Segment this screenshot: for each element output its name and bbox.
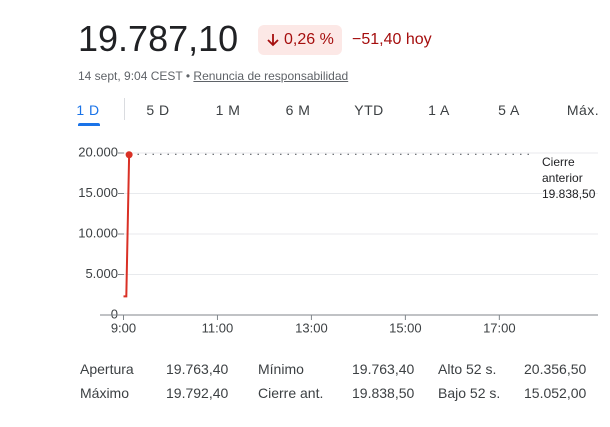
timestamp-line: 14 sept, 9:04 CEST • Renuncia de respons… (78, 69, 348, 83)
x-tick-label: 17:00 (483, 320, 516, 335)
stat-value: 15.052,00 (524, 385, 587, 401)
reference-annotation: Cierre anterior 19.838,50 (542, 154, 606, 202)
tab-divider (124, 98, 125, 120)
y-tick-label: 20.000 (78, 144, 118, 159)
price-line (123, 154, 131, 298)
range-tab[interactable]: 1 D (76, 102, 100, 118)
x-tick-label: 13:00 (295, 320, 328, 335)
stat-label: Cierre ant. (258, 385, 324, 401)
chart: 0 5.000 10.000 15.000 20.000 9:00 11:00 13:00 15… (78, 144, 598, 335)
last-point (125, 151, 133, 159)
down-arrow (267, 34, 279, 47)
range-tab[interactable]: Máx. (566, 102, 600, 118)
range-tab[interactable]: 5 A (498, 102, 520, 118)
stat-label: Alto 52 s. (438, 361, 497, 377)
stat-label: Apertura (80, 361, 134, 377)
range-tab[interactable]: YTD (354, 102, 384, 118)
price: 19.787,10 (78, 18, 239, 59)
stat-label: Máximo (80, 385, 130, 401)
stat-value: 19.763,40 (166, 361, 229, 377)
tab-underline (78, 123, 100, 126)
y-tick-label: 0 (111, 306, 118, 321)
change-percent: 0,26 % (284, 31, 334, 48)
change-absolute: −51,40 hoy (352, 31, 432, 48)
y-tick-label: 15.000 (78, 185, 118, 200)
range-tab[interactable]: 5 D (146, 102, 170, 118)
change-pill: 0,26 % (258, 25, 342, 55)
x-tick-label: 15:00 (389, 320, 422, 335)
range-tab[interactable]: 6 M (285, 102, 311, 118)
x-tick-label: 11:00 (202, 320, 234, 335)
stat-value: 19.763,40 (352, 361, 415, 377)
reference-label: Cierre anterior (542, 155, 583, 185)
stat-value: 19.792,40 (166, 385, 229, 401)
x-tick-label: 9:00 (111, 320, 136, 335)
range-tab[interactable]: 1 M (215, 102, 241, 118)
separator: • (185, 69, 191, 83)
stat-value: 20.356,50 (524, 361, 587, 377)
timestamp: 14 sept, 9:04 CEST (78, 69, 183, 83)
stat-label: Bajo 52 s. (438, 385, 501, 401)
range-tab[interactable]: 1 A (428, 102, 450, 118)
y-tick-label: 10.000 (78, 225, 118, 240)
y-tick-label: 5.000 (85, 266, 118, 281)
stat-label: Mínimo (258, 361, 304, 377)
reference-value: 19.838,50 (542, 187, 596, 201)
disclaimer-link[interactable]: Renuncia de responsabilidad (193, 69, 349, 83)
stat-value: 19.838,50 (352, 385, 415, 401)
